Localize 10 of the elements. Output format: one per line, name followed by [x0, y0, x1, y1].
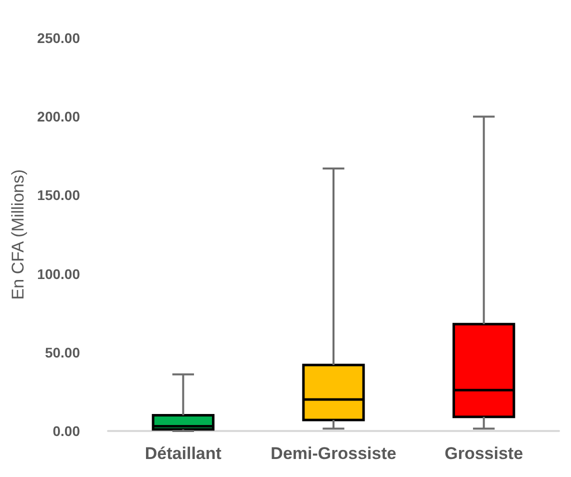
y-tick-label: 0.00 — [52, 423, 80, 439]
y-tick-label: 200.00 — [37, 108, 80, 125]
y-tick-label: 100.00 — [37, 266, 80, 282]
x-tick-label: Détaillant — [144, 444, 222, 463]
y-tick-label: 250.00 — [37, 30, 80, 46]
x-tick-label: Demi-Grossiste — [270, 444, 396, 463]
y-tick-label: 50.00 — [44, 344, 80, 360]
x-tick-label: Grossiste — [444, 444, 524, 463]
y-tick-label: 150.00 — [37, 187, 80, 204]
y-axis-title: En CFA (Millions) — [8, 169, 28, 300]
